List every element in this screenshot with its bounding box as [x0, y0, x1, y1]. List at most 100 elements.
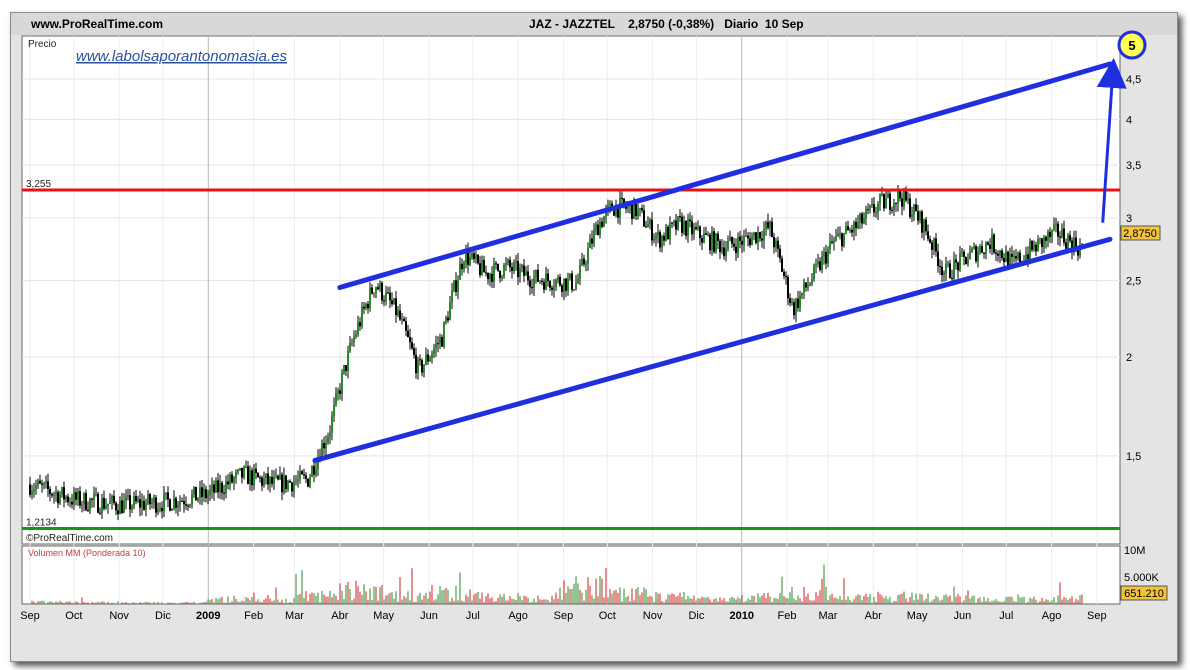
channel-lower-line [312, 236, 1113, 463]
candle-up [171, 508, 173, 511]
x-tick-label: May [907, 610, 928, 622]
candle-down [531, 286, 533, 289]
candle-down [167, 492, 169, 500]
candle-up [973, 246, 975, 249]
candle-up [893, 202, 895, 210]
candle-up [445, 317, 447, 323]
candle-down [667, 226, 669, 240]
candle-up [849, 229, 851, 231]
candle-up [711, 231, 713, 251]
price-candles [29, 185, 1083, 521]
candle-down [951, 277, 953, 279]
candle-down [651, 219, 653, 241]
candle-down [51, 493, 53, 496]
candle-down [497, 263, 499, 271]
candle-down [963, 251, 965, 257]
candle-down [995, 252, 997, 254]
candle-down [381, 282, 383, 301]
candle-down [303, 474, 305, 476]
candle-up [235, 472, 237, 478]
candle-up [287, 481, 289, 489]
trend-lines: 3,255 1,2134 [22, 57, 1127, 531]
candle-up [65, 496, 67, 500]
candle-down [223, 492, 225, 494]
candle-up [859, 213, 861, 223]
candle-up [513, 262, 515, 271]
candle-down [247, 466, 249, 485]
candle-up [979, 246, 981, 253]
candle-up [1013, 256, 1015, 258]
candle-up [803, 282, 805, 293]
candle-down [301, 471, 303, 475]
candle-down [135, 496, 137, 502]
candle-up [295, 480, 297, 483]
candle-up [401, 318, 403, 320]
candle-up [101, 497, 103, 514]
candle-up [1025, 254, 1027, 262]
candle-up [53, 494, 55, 496]
candle-up [73, 492, 75, 505]
candle-down [185, 504, 187, 506]
candle-down [67, 496, 69, 503]
candle-up [911, 214, 913, 217]
chart-header: www.ProRealTime.com JAZ - JAZZTEL 2,8750… [11, 13, 1177, 35]
candle-up [189, 504, 191, 506]
candle-up [365, 303, 367, 309]
candle-up [693, 227, 695, 235]
candle-up [351, 342, 353, 344]
candle-up [897, 191, 899, 204]
candle-up [729, 236, 731, 242]
candle-up [331, 415, 333, 433]
candle-up [459, 263, 461, 280]
candle-down [139, 499, 141, 508]
candle-up [857, 222, 859, 228]
candle-down [413, 348, 415, 355]
x-tick-label: Sep [20, 610, 40, 622]
candle-up [95, 493, 97, 495]
candle-up [89, 498, 91, 511]
candle-down [783, 271, 785, 276]
candle-down [597, 224, 599, 236]
candle-down [993, 234, 995, 253]
candle-down [405, 321, 407, 331]
candle-down [701, 238, 703, 243]
candle-up [439, 337, 441, 344]
candle-up [827, 248, 829, 264]
candle-up [657, 232, 659, 236]
candle-down [251, 470, 253, 486]
candle-up [109, 501, 111, 504]
candle-down [271, 476, 273, 484]
date-label: 10 Sep [764, 17, 804, 31]
watermark-url[interactable]: www.labolsaporantonomasia.es [76, 48, 287, 65]
candle-up [595, 224, 597, 231]
candle-up [31, 491, 33, 495]
candle-up [599, 221, 601, 236]
x-tick-label: May [373, 610, 394, 622]
candle-up [567, 278, 569, 291]
candle-up [137, 499, 139, 502]
candle-down [949, 263, 951, 278]
candle-up [481, 260, 483, 275]
x-tick-label: Ago [1042, 610, 1062, 622]
candle-down [571, 273, 573, 290]
candle-down [41, 483, 43, 485]
candle-up [151, 502, 153, 505]
candle-up [655, 235, 657, 239]
candle-up [807, 285, 809, 288]
price-change: 2,8750 (-0,38%) [628, 17, 715, 31]
channel-upper-line [337, 61, 1113, 291]
candle-up [727, 241, 729, 249]
x-tick-label: Feb [244, 610, 263, 622]
candle-down [831, 241, 833, 243]
candle-down [221, 482, 223, 493]
period-label: Diario [724, 17, 759, 31]
candle-up [533, 277, 535, 289]
candle-up [133, 496, 135, 507]
candle-down [905, 189, 907, 201]
candle-up [207, 494, 209, 499]
candle-down [29, 484, 31, 495]
candle-up [863, 218, 865, 224]
candle-up [903, 189, 905, 207]
candle-up [907, 198, 909, 201]
